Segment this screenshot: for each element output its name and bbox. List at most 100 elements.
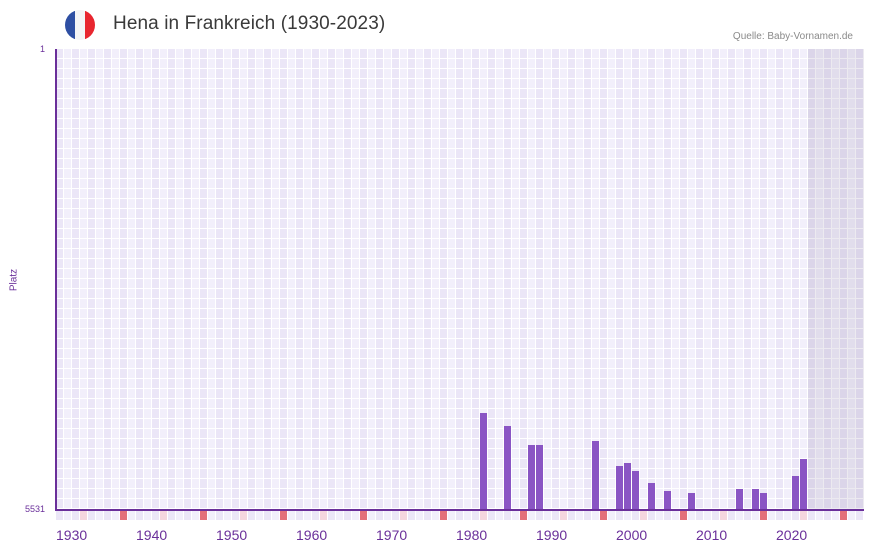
strip-cell [368,511,375,520]
grid-column [720,49,728,510]
strip-cell [720,511,727,520]
grid-column [56,49,64,510]
chart-title: Hena in Frankreich (1930-2023) [113,13,386,34]
y-tick-top: 1 [39,44,45,54]
grid-column [496,49,504,510]
bar-2004[interactable] [648,482,655,510]
strip-cell [744,511,751,520]
grid-column [520,49,528,510]
grid-column [320,49,328,510]
bar-2006[interactable] [664,490,671,510]
strip-cell [608,511,615,520]
strip-cell [288,511,295,520]
strip-cell [640,511,647,520]
grid-column [856,49,864,510]
x-tick-1940: 1940 [136,527,168,543]
x-tick-1950: 1950 [216,527,248,543]
strip-cell [64,511,71,520]
grid-column [176,49,184,510]
strip-cell [344,511,351,520]
grid-column [824,49,832,510]
grid-column [208,49,216,510]
bar-1983[interactable] [480,413,487,510]
grid-column [464,49,472,510]
strip-cell [128,511,135,520]
grid-column [680,49,688,510]
grid-column [712,49,720,510]
strip-cell [760,511,767,520]
strip-cell [184,511,191,520]
strip-cell [168,511,175,520]
grid-column [312,49,320,510]
grid-column [408,49,416,510]
strip-cell [136,511,143,520]
grid-column [336,49,344,510]
grid-column [840,49,848,510]
strip-cell [312,511,319,520]
bar-2009[interactable] [688,492,695,510]
strip-cell [216,511,223,520]
strip-cell [384,511,391,520]
bar-2018[interactable] [760,492,767,510]
strip-cell [56,511,63,520]
grid-column [704,49,712,510]
grid-column [288,49,296,510]
strip-cell [480,511,487,520]
flag-blue [65,10,75,40]
y-tick-bottom: 5531 [24,504,45,514]
grid-column [632,49,640,510]
grid-column [456,49,464,510]
strip-cell [824,511,831,520]
france-flag-icon [65,10,95,40]
bar-1989[interactable] [528,444,535,510]
bar-2017[interactable] [752,488,759,510]
bar-2022[interactable] [792,475,799,510]
grid-column [168,49,176,510]
strip-cell [328,511,335,520]
grid-column [304,49,312,510]
strip-cell [576,511,583,520]
grid-column [224,49,232,510]
strip-cell [784,511,791,520]
strip-cell [528,511,535,520]
bar-1986[interactable] [504,425,511,510]
bar-1997[interactable] [592,440,599,510]
strip-cell [264,511,271,520]
strip-cell [240,511,247,520]
grid-column [752,49,760,510]
grid-column [776,49,784,510]
x-tick-1930: 1930 [56,527,88,543]
x-tick-1960: 1960 [296,527,328,543]
bar-2002[interactable] [632,470,639,510]
strip-cell [248,511,255,520]
bar-2000[interactable] [616,465,623,510]
bar-2001[interactable] [624,462,631,510]
grid-column [240,49,248,510]
bar-1990[interactable] [536,444,543,510]
strip-cell [816,511,823,520]
grid-column [80,49,88,510]
strip-cell [592,511,599,520]
grid-column [368,49,376,510]
grid-column [136,49,144,510]
grid-column [728,49,736,510]
grid-column [768,49,776,510]
flag-white [75,10,85,40]
grid-column [112,49,120,510]
grid-column [280,49,288,510]
strip-cell [736,511,743,520]
x-axis-line [55,509,864,511]
year-strip [56,511,864,520]
strip-cell [96,511,103,520]
grid-column [800,49,808,510]
bar-2023[interactable] [800,459,807,510]
grid-column [184,49,192,510]
grid-column [568,49,576,510]
grid-column [272,49,280,510]
strip-cell [112,511,119,520]
strip-cell [560,511,567,520]
plot-area [56,49,864,510]
strip-cell [504,511,511,520]
bar-2015[interactable] [736,488,743,510]
strip-cell [80,511,87,520]
